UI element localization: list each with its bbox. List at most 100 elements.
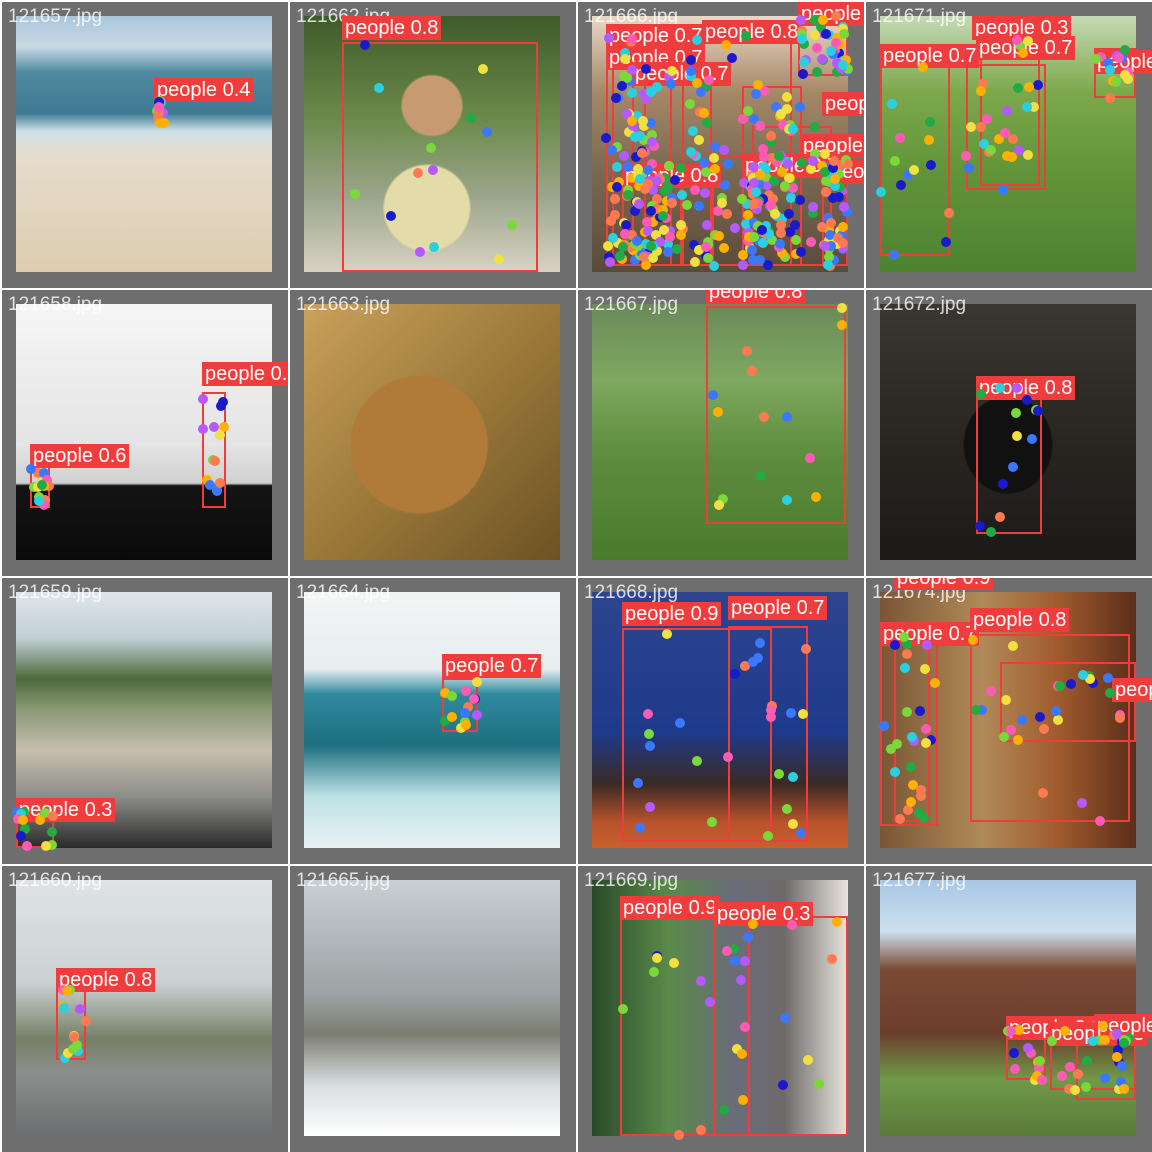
keypoint-dot xyxy=(645,801,656,812)
keypoint-dot xyxy=(1013,82,1024,93)
keypoint-dot xyxy=(890,155,901,166)
keypoint-dot xyxy=(644,729,655,740)
keypoint-dot xyxy=(742,210,753,221)
keypoint-dot xyxy=(924,116,935,127)
keypoint-dot xyxy=(1001,105,1012,116)
keypoint-dot xyxy=(714,231,725,242)
keypoint-dot xyxy=(758,237,769,248)
keypoint-dot xyxy=(618,150,629,161)
keypoint-dot xyxy=(465,112,476,123)
keypoint-dot xyxy=(439,716,450,727)
keypoint-dot xyxy=(891,739,902,750)
keypoint-dot xyxy=(723,752,734,762)
detection-box xyxy=(1000,662,1136,742)
detection-class: people xyxy=(979,377,1040,399)
detection-class: people xyxy=(157,79,218,101)
keypoint-dot xyxy=(763,831,774,842)
detection-label: people 0.7 xyxy=(880,44,980,68)
keypoint-dot xyxy=(690,184,701,195)
keypoint-dot xyxy=(999,731,1010,742)
keypoint-dot xyxy=(737,114,748,125)
keypoint-dot xyxy=(637,148,648,159)
keypoint-dot xyxy=(830,11,841,22)
image-filename: 121667.jpg xyxy=(584,294,679,315)
keypoint-dot xyxy=(797,28,808,39)
keypoint-dot xyxy=(621,108,632,119)
keypoint-dot xyxy=(440,687,451,698)
keypoint-dot xyxy=(738,1094,749,1105)
keypoint-dot xyxy=(630,151,641,162)
keypoint-dot xyxy=(647,130,658,141)
detection-class: people xyxy=(625,603,686,625)
keypoint-dot xyxy=(1085,674,1096,685)
keypoint-dot xyxy=(468,694,479,705)
detection-label: people 0.9 xyxy=(894,578,994,590)
keypoint-dot xyxy=(820,186,831,197)
keypoint-dot xyxy=(73,1046,84,1057)
keypoint-dot xyxy=(628,121,639,132)
keypoint-dot xyxy=(918,62,929,73)
photo-hydrant xyxy=(304,880,560,1136)
detection-class: people xyxy=(609,25,670,47)
keypoint-dot xyxy=(612,237,623,248)
keypoint-dot xyxy=(740,1022,751,1033)
keypoint-dot xyxy=(906,797,917,808)
keypoint-dot xyxy=(729,668,740,679)
keypoint-dot xyxy=(1097,1020,1108,1031)
keypoint-dot xyxy=(834,159,845,170)
keypoint-dot xyxy=(47,810,58,821)
keypoint-dot xyxy=(1011,382,1022,393)
keypoint-dot xyxy=(998,184,1009,195)
detection-label: people 0.9 xyxy=(620,896,720,920)
keypoint-dot xyxy=(967,634,978,645)
detection-class: people xyxy=(445,655,506,677)
keypoint-dot xyxy=(777,248,788,259)
keypoint-dot xyxy=(826,240,837,251)
mosaic-cell: 121671.jpg people 0.3 people 0.7 people 0.7… xyxy=(866,2,1152,288)
keypoint-dot xyxy=(770,209,781,220)
keypoint-dot xyxy=(62,985,72,996)
keypoint-dot xyxy=(827,193,838,204)
keypoint-dot xyxy=(994,382,1005,393)
keypoint-dot xyxy=(665,79,676,90)
keypoint-dot xyxy=(802,1055,813,1066)
keypoint-dot xyxy=(218,421,229,432)
image-filename: 121665.jpg xyxy=(296,870,391,891)
keypoint-dot xyxy=(786,920,797,931)
keypoint-dot xyxy=(790,219,801,230)
keypoint-dot xyxy=(602,240,613,251)
keypoint-dot xyxy=(800,643,811,654)
keypoint-dot xyxy=(21,840,32,851)
keypoint-dot xyxy=(742,106,753,117)
keypoint-dot xyxy=(1095,1034,1106,1045)
keypoint-dot xyxy=(889,639,900,650)
keypoint-dot xyxy=(797,157,808,168)
image-filename: 121660.jpg xyxy=(8,870,103,891)
keypoint-dot xyxy=(212,486,223,497)
keypoint-dot xyxy=(627,116,638,127)
detection-class: people xyxy=(705,21,766,43)
keypoint-dot xyxy=(902,169,913,180)
keypoint-dot xyxy=(1010,1064,1021,1075)
keypoint-dot xyxy=(1037,1074,1048,1085)
keypoint-dot xyxy=(1094,816,1105,827)
keypoint-dot xyxy=(747,365,758,376)
keypoint-dot xyxy=(675,718,686,729)
keypoint-dot xyxy=(765,711,776,722)
keypoint-dot xyxy=(16,830,27,841)
photo-dog xyxy=(304,304,560,560)
keypoint-dot xyxy=(44,481,55,492)
keypoint-dot xyxy=(623,126,634,137)
keypoint-dot xyxy=(805,236,816,247)
keypoint-dot xyxy=(637,115,648,126)
keypoint-dot xyxy=(660,186,671,197)
keypoint-dot xyxy=(34,496,45,507)
keypoint-dot xyxy=(657,210,668,221)
keypoint-dot xyxy=(822,259,833,270)
keypoint-dot xyxy=(940,237,951,248)
detection-score: 0.8 xyxy=(124,969,153,991)
keypoint-dot xyxy=(905,761,916,772)
keypoint-dot xyxy=(737,249,748,260)
keypoint-dot xyxy=(838,60,849,71)
keypoint-dot xyxy=(209,455,220,466)
